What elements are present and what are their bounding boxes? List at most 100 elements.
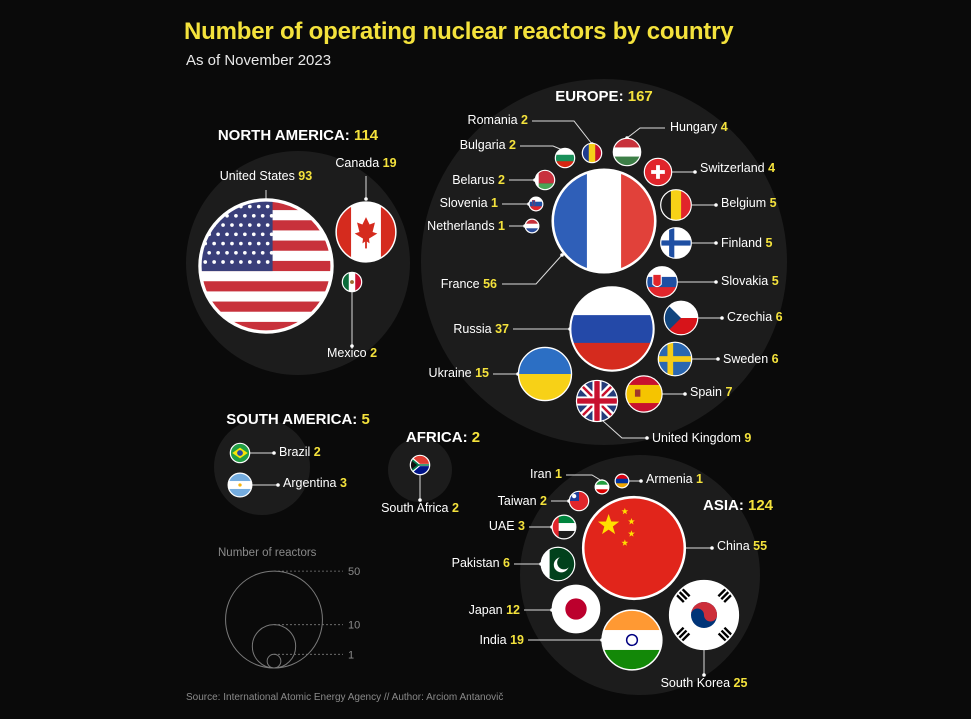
country-value: 3 bbox=[518, 519, 525, 533]
bubble-slovakia bbox=[646, 266, 678, 298]
region-label-south-america: SOUTH AMERICA: 5 bbox=[226, 411, 370, 428]
bubble-argentina bbox=[227, 472, 253, 498]
bubble-switzerland bbox=[643, 157, 673, 187]
country-name: Ukraine bbox=[429, 366, 476, 380]
bubble-iran bbox=[594, 479, 610, 495]
country-value: 3 bbox=[340, 476, 347, 490]
country-name: Netherlands bbox=[427, 219, 498, 233]
country-value: 1 bbox=[555, 467, 562, 481]
country-name: Czechia bbox=[727, 310, 776, 324]
label-uae: UAE 3 bbox=[489, 519, 525, 533]
country-value: 5 bbox=[770, 196, 777, 210]
label-india: India 19 bbox=[480, 633, 525, 647]
leader-dot bbox=[714, 280, 718, 284]
label-netherlands: Netherlands 1 bbox=[427, 219, 505, 233]
country-value: 55 bbox=[753, 539, 767, 553]
bubble-belarus bbox=[534, 169, 556, 191]
bubble-ukraine bbox=[517, 346, 573, 402]
country-name: Taiwan bbox=[498, 494, 540, 508]
bubble-south-africa bbox=[409, 454, 431, 476]
region-total: 124 bbox=[748, 497, 774, 514]
country-name: Bulgaria bbox=[460, 138, 509, 152]
region-label-north-america: NORTH AMERICA: 114 bbox=[218, 127, 379, 144]
country-name: Iran bbox=[530, 467, 555, 481]
country-value: 1 bbox=[696, 472, 703, 486]
country-value: 6 bbox=[776, 310, 783, 324]
leader-line bbox=[566, 474, 603, 482]
country-value: 2 bbox=[540, 494, 547, 508]
bubble-spain bbox=[625, 375, 663, 413]
label-finland: Finland 5 bbox=[721, 236, 772, 250]
country-name: Slovenia bbox=[440, 196, 491, 210]
leader-dot bbox=[714, 241, 718, 245]
bubble-slovenia bbox=[528, 196, 544, 212]
label-sweden: Sweden 6 bbox=[723, 352, 779, 366]
size-legend-circle bbox=[225, 570, 323, 669]
label-ukraine: Ukraine 15 bbox=[429, 366, 489, 380]
bubble-pakistan bbox=[540, 546, 576, 582]
country-value: 12 bbox=[506, 603, 520, 617]
country-value: 2 bbox=[521, 113, 528, 127]
region-total: 5 bbox=[361, 411, 369, 428]
bubble-finland bbox=[660, 227, 692, 259]
size-legend-value: 1 bbox=[348, 649, 354, 661]
label-bulgaria: Bulgaria 2 bbox=[460, 138, 516, 152]
region-total: 2 bbox=[472, 429, 480, 446]
bubble-france bbox=[551, 168, 657, 274]
label-czechia: Czechia 6 bbox=[727, 310, 783, 324]
bubble-czechia bbox=[663, 300, 699, 336]
bubble-romania bbox=[581, 142, 603, 164]
country-value: 19 bbox=[510, 633, 524, 647]
country-value: 5 bbox=[772, 274, 779, 288]
country-value: 9 bbox=[744, 431, 751, 445]
country-name: Brazil bbox=[279, 445, 314, 459]
country-name: Belgium bbox=[721, 196, 770, 210]
bubble-armenia bbox=[614, 473, 630, 489]
country-value: 19 bbox=[383, 156, 397, 170]
country-value: 93 bbox=[298, 169, 312, 183]
label-united-kingdom: United Kingdom 9 bbox=[652, 431, 751, 445]
bubble-taiwan bbox=[568, 490, 590, 512]
bubble-russia bbox=[569, 286, 655, 372]
label-belarus: Belarus 2 bbox=[452, 173, 505, 187]
country-name: South Africa bbox=[381, 501, 452, 515]
leader-line bbox=[502, 254, 563, 285]
country-name: Slovakia bbox=[721, 274, 772, 288]
chart-title: Number of operating nuclear reactors by … bbox=[184, 18, 734, 45]
country-value: 4 bbox=[721, 120, 728, 134]
label-mexico: Mexico 2 bbox=[327, 346, 377, 360]
leader-dot bbox=[364, 197, 368, 201]
country-name: Switzerland bbox=[700, 161, 768, 175]
label-taiwan: Taiwan 2 bbox=[498, 494, 547, 508]
country-name: United Kingdom bbox=[652, 431, 744, 445]
country-name: Mexico bbox=[327, 346, 370, 360]
label-brazil: Brazil 2 bbox=[279, 445, 321, 459]
label-pakistan: Pakistan 6 bbox=[452, 556, 510, 570]
country-value: 15 bbox=[475, 366, 489, 380]
size-legend-circle bbox=[251, 624, 297, 669]
label-japan: Japan 12 bbox=[469, 603, 520, 617]
label-south-africa: South Africa 2 bbox=[381, 501, 459, 515]
country-value: 25 bbox=[734, 676, 748, 690]
label-romania: Romania 2 bbox=[468, 113, 529, 127]
leader-dot bbox=[350, 344, 354, 348]
chart-subtitle: As of November 2023 bbox=[186, 52, 332, 69]
country-name: Hungary bbox=[670, 120, 721, 134]
label-belgium: Belgium 5 bbox=[721, 196, 777, 210]
country-name: Spain bbox=[690, 385, 725, 399]
country-name: India bbox=[480, 633, 511, 647]
country-name: Finland bbox=[721, 236, 765, 250]
region-total: 114 bbox=[354, 127, 379, 144]
leader-dot bbox=[693, 170, 697, 174]
size-legend-circle bbox=[266, 653, 282, 669]
leader-dot bbox=[683, 392, 687, 396]
leader-line bbox=[602, 420, 647, 439]
country-value: 56 bbox=[483, 277, 497, 291]
country-name: Romania bbox=[468, 113, 522, 127]
bubble-mexico bbox=[341, 271, 363, 293]
label-armenia: Armenia 1 bbox=[646, 472, 703, 486]
country-value: 2 bbox=[509, 138, 516, 152]
region-label-africa: AFRICA: 2 bbox=[406, 429, 480, 446]
bubble-uae bbox=[551, 514, 577, 540]
